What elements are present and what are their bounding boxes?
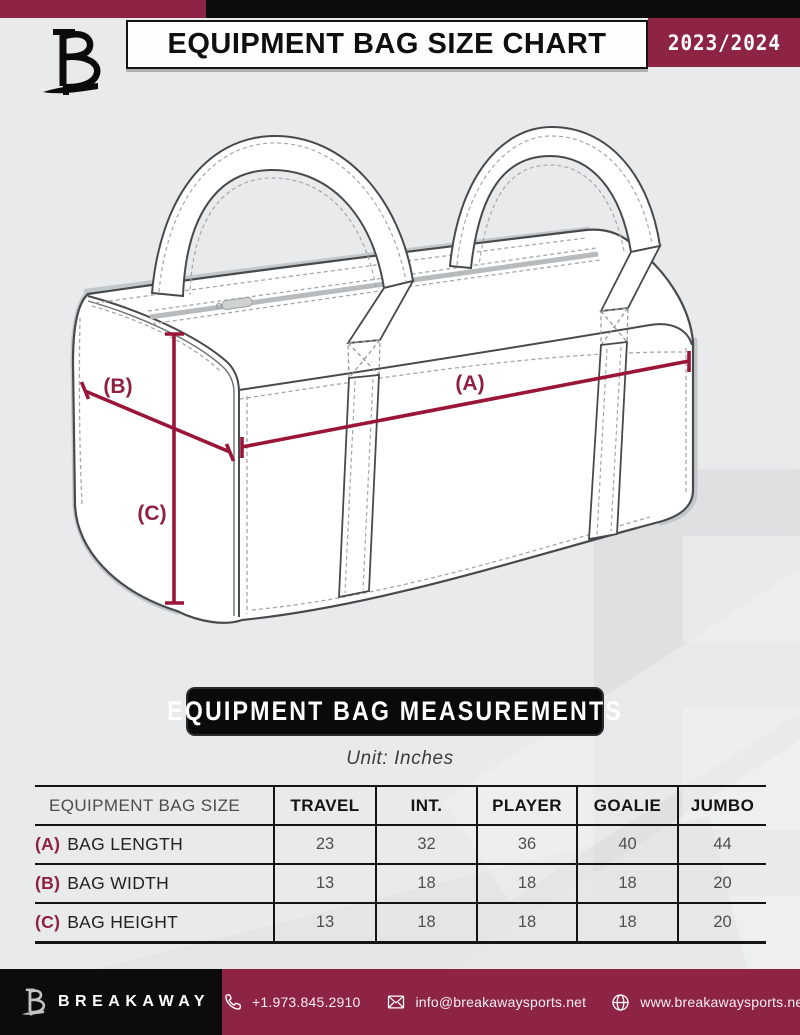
footer-contacts: +1.973.845.2910 info@breakawaysports.net… [222,969,800,1035]
bag-handle-right [448,125,662,313]
row-prefix-a: (A) [35,834,61,854]
table-row-bag-height: (C) BAG HEIGHT 13 18 18 18 20 [35,902,766,943]
column-header-jumbo: JUMBO [677,786,766,826]
column-header-size: EQUIPMENT BAG SIZE [35,786,274,826]
row-prefix-b: (B) [35,873,61,893]
cell-value: 18 [476,863,577,903]
footer-brand-panel: BREAKAWAY [0,969,222,1035]
column-header-goalie: GOALIE [576,786,678,826]
column-header-travel: TRAVEL [273,786,376,826]
measurements-banner-label: EQUIPMENT BAG MEASUREMENTS [167,696,623,726]
page-title-box: EQUIPMENT BAG SIZE CHART [126,20,648,69]
cell-value: 18 [476,902,577,943]
cell-value: 36 [476,825,577,864]
column-header-player: PLAYER [476,786,577,826]
cell-value: 18 [375,902,477,943]
dimension-line-b [84,389,231,454]
breakaway-logo-icon [43,29,101,95]
table-row-bag-width: (B) BAG WIDTH 13 18 18 18 20 [35,863,766,903]
footer-email: info@breakawaysports.net [385,992,587,1012]
row-label-bag-width: (B) BAG WIDTH [35,863,274,903]
cell-value: 40 [576,825,678,864]
cell-value: 13 [273,902,376,943]
row-prefix-c: (C) [35,912,61,932]
measurements-banner: EQUIPMENT BAG MEASUREMENTS [167,687,621,736]
row-label-bag-height: (C) BAG HEIGHT [35,902,274,943]
globe-icon [612,993,629,1011]
cell-value: 13 [273,863,376,903]
footer-website: www.breakawaysports.net [610,992,800,1013]
zipper-slider [215,296,253,311]
dimension-label-c: (C) [137,502,166,525]
footer-website-url: www.breakawaysports.net [640,994,800,1010]
header-maroon-stripe [0,0,206,18]
footer-phone-number: +1.973.845.2910 [252,994,361,1010]
footer-brand-name: BREAKAWAY [58,993,211,1010]
cell-value: 18 [576,902,678,943]
row-label-bag-length: (A) BAG LENGTH [35,834,184,854]
cell-value: 20 [677,863,766,903]
front-strap [347,339,381,379]
breakaway-logo-footer-icon [21,988,46,1016]
season-badge: 2023/2024 [648,18,800,67]
dimension-label-a: (A) [455,372,484,395]
bag-handle-left [150,134,415,345]
header-black-stripe [206,0,800,18]
footer-email-address: info@breakawaysports.net [415,994,587,1010]
cell-value: 44 [677,825,766,864]
cell-value: 18 [375,863,477,903]
cell-value: 20 [677,902,766,943]
footer-phone: +1.973.845.2910 [222,992,361,1013]
email-icon [387,995,404,1009]
table-row-bag-length: (A) BAG LENGTH 23 32 36 40 44 [35,825,766,864]
season-label: 2023/2024 [667,30,781,55]
unit-note: Unit: Inches [346,748,454,769]
table-header-row: EQUIPMENT BAG SIZE TRAVEL INT. PLAYER GO… [35,786,766,826]
cell-value: 18 [576,863,678,903]
column-header-int: INT. [375,786,477,826]
phone-icon [225,993,241,1010]
page-title: EQUIPMENT BAG SIZE CHART [167,28,607,60]
cell-value: 23 [273,825,376,864]
dimension-label-b: (B) [103,375,132,398]
bag-size-table: EQUIPMENT BAG SIZE TRAVEL INT. PLAYER GO… [35,785,766,944]
cell-value: 32 [375,825,477,864]
footer: BREAKAWAY +1.973.845.2910 info@breakaway… [0,969,800,1035]
